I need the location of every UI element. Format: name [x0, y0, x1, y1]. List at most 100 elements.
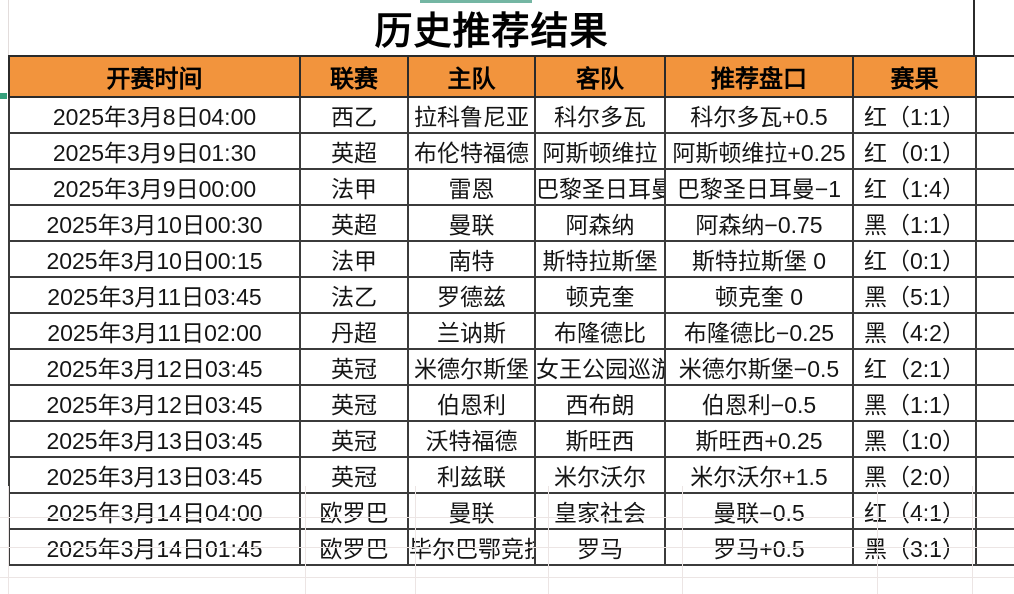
cell-league[interactable]: 欧罗巴	[299, 492, 409, 530]
cell-league[interactable]: 英超	[299, 204, 409, 242]
cell-league[interactable]: 法甲	[299, 168, 409, 206]
cell-handicap[interactable]: 斯特拉斯堡 0	[664, 240, 854, 278]
cell-home-team[interactable]: 米德尔斯堡	[407, 348, 536, 386]
table-row: 2025年3月14日04:00 欧罗巴 曼联 皇家社会 曼联−0.5 红（4:1）	[8, 492, 1014, 530]
cell-home-team[interactable]: 拉科鲁尼亚	[407, 96, 536, 134]
cell-away-team[interactable]: 米尔沃尔	[534, 456, 666, 494]
sheet-gridline	[682, 486, 683, 594]
cell-league[interactable]: 英超	[299, 132, 409, 170]
cell-result[interactable]: 黑（2:0）	[852, 456, 977, 494]
page-title: 历史推荐结果	[374, 11, 609, 53]
cell-league[interactable]: 英冠	[299, 384, 409, 422]
cell-kickoff-time[interactable]: 2025年3月10日00:15	[8, 240, 301, 278]
cell-kickoff-time[interactable]: 2025年3月9日00:00	[8, 168, 301, 206]
cell-kickoff-time[interactable]: 2025年3月13日03:45	[8, 420, 301, 458]
cell-kickoff-time[interactable]: 2025年3月10日00:30	[8, 204, 301, 242]
cell-kickoff-time[interactable]: 2025年3月14日04:00	[8, 492, 301, 530]
cell-home-team[interactable]: 沃特福德	[407, 420, 536, 458]
cell-handicap[interactable]: 顿克奎 0	[664, 276, 854, 314]
cell-handicap[interactable]: 阿森纳−0.75	[664, 204, 854, 242]
cell-result[interactable]: 黑（5:1）	[852, 276, 977, 314]
sheet-gridline	[415, 486, 416, 594]
sheet-gridline	[877, 486, 878, 594]
cell-league[interactable]: 英冠	[299, 420, 409, 458]
cell-away-team[interactable]: 巴黎圣日耳曼	[534, 168, 666, 206]
cell-league[interactable]: 法乙	[299, 276, 409, 314]
table-row: 2025年3月13日03:45 英冠 利兹联 米尔沃尔 米尔沃尔+1.5 黑（2:0）	[8, 456, 1014, 494]
cell-result[interactable]: 红（1:4）	[852, 168, 977, 206]
cell-home-team[interactable]: 布伦特福德	[407, 132, 536, 170]
cell-league[interactable]: 西乙	[299, 96, 409, 134]
cell-kickoff-time[interactable]: 2025年3月9日01:30	[8, 132, 301, 170]
title-cell[interactable]: 历史推荐结果	[8, 0, 975, 55]
cell-result[interactable]: 红（2:1）	[852, 348, 977, 386]
sheet-gridline	[305, 486, 306, 594]
spacer-cell	[975, 456, 1014, 494]
sheet-gridline	[0, 517, 1014, 518]
cell-home-team[interactable]: 南特	[407, 240, 536, 278]
table-row: 2025年3月10日00:30 英超 曼联 阿森纳 阿森纳−0.75 黑（1:1）	[8, 204, 1014, 242]
column-header[interactable]: 客队	[534, 55, 666, 98]
cell-kickoff-time[interactable]: 2025年3月8日04:00	[8, 96, 301, 134]
spacer-cell	[975, 420, 1014, 458]
cell-league[interactable]: 英冠	[299, 348, 409, 386]
cell-home-team[interactable]: 兰讷斯	[407, 312, 536, 350]
cell-home-team[interactable]: 雷恩	[407, 168, 536, 206]
cell-result[interactable]: 红（0:1）	[852, 132, 977, 170]
cell-league[interactable]: 英冠	[299, 456, 409, 494]
cell-handicap[interactable]: 米尔沃尔+1.5	[664, 456, 854, 494]
cell-away-team[interactable]: 阿斯顿维拉	[534, 132, 666, 170]
cell-result[interactable]: 红（4:1）	[852, 492, 977, 530]
cell-result[interactable]: 红（0:1）	[852, 240, 977, 278]
cell-kickoff-time[interactable]: 2025年3月12日03:45	[8, 384, 301, 422]
table-row: 2025年3月11日02:00 丹超 兰讷斯 布隆德比 布隆德比−0.25 黑（4:2）	[8, 312, 1014, 350]
cell-result[interactable]: 黑（1:1）	[852, 204, 977, 242]
cell-home-team[interactable]: 伯恩利	[407, 384, 536, 422]
cell-away-team[interactable]: 阿森纳	[534, 204, 666, 242]
cell-kickoff-time[interactable]: 2025年3月13日03:45	[8, 456, 301, 494]
table-row: 2025年3月11日03:45 法乙 罗德兹 顿克奎 顿克奎 0 黑（5:1）	[8, 276, 1014, 314]
cell-handicap[interactable]: 曼联−0.5	[664, 492, 854, 530]
spacer-cell	[975, 492, 1014, 530]
cell-home-team[interactable]: 利兹联	[407, 456, 536, 494]
spacer-cell	[975, 312, 1014, 350]
cell-kickoff-time[interactable]: 2025年3月11日02:00	[8, 312, 301, 350]
cell-result[interactable]: 红（1:1）	[852, 96, 977, 134]
table-row: 2025年3月12日03:45英冠米德尔斯堡女王公园巡游者米德尔斯堡−0.5红（…	[8, 348, 1014, 386]
cell-handicap[interactable]: 阿斯顿维拉+0.25	[664, 132, 854, 170]
cell-result[interactable]: 黑（1:0）	[852, 420, 977, 458]
cell-result[interactable]: 黑（4:2）	[852, 312, 977, 350]
cell-handicap[interactable]: 米德尔斯堡−0.5	[664, 348, 854, 386]
cell-league[interactable]: 法甲	[299, 240, 409, 278]
cell-handicap[interactable]: 巴黎圣日耳曼−1	[664, 168, 854, 206]
cell-away-team[interactable]: 皇家社会	[534, 492, 666, 530]
cell-away-team[interactable]: 布隆德比	[534, 312, 666, 350]
column-header[interactable]: 主队	[407, 55, 536, 98]
cell-away-team[interactable]: 女王公园巡游者	[534, 348, 666, 386]
cell-away-team[interactable]: 斯特拉斯堡	[534, 240, 666, 278]
cell-home-team[interactable]: 曼联	[407, 204, 536, 242]
cell-result[interactable]: 黑（1:1）	[852, 384, 977, 422]
cell-handicap[interactable]: 斯旺西+0.25	[664, 420, 854, 458]
table-row: 2025年3月9日00:00 法甲 雷恩 巴黎圣日耳曼 巴黎圣日耳曼−1 红（1:4）	[8, 168, 1014, 206]
cell-home-team[interactable]: 曼联	[407, 492, 536, 530]
header-row: 开赛时间 联赛 主队 客队 推荐盘口 赛果	[8, 55, 1014, 98]
column-header[interactable]: 推荐盘口	[664, 55, 854, 98]
cell-handicap[interactable]: 科尔多瓦+0.5	[664, 96, 854, 134]
sheet-gridline	[8, 486, 9, 594]
spacer-cell	[975, 348, 1014, 386]
cell-handicap[interactable]: 布隆德比−0.25	[664, 312, 854, 350]
cell-kickoff-time[interactable]: 2025年3月12日03:45	[8, 348, 301, 386]
column-header[interactable]: 开赛时间	[8, 55, 301, 98]
cell-away-team[interactable]: 科尔多瓦	[534, 96, 666, 134]
cell-home-team[interactable]: 罗德兹	[407, 276, 536, 314]
column-header[interactable]: 赛果	[852, 55, 977, 98]
cell-handicap[interactable]: 伯恩利−0.5	[664, 384, 854, 422]
cell-away-team[interactable]: 斯旺西	[534, 420, 666, 458]
cell-league[interactable]: 丹超	[299, 312, 409, 350]
column-header[interactable]: 联赛	[299, 55, 409, 98]
table-row: 2025年3月8日04:00 西乙 拉科鲁尼亚 科尔多瓦 科尔多瓦+0.5 红（1:1）	[8, 96, 1014, 134]
cell-kickoff-time[interactable]: 2025年3月11日03:45	[8, 276, 301, 314]
cell-away-team[interactable]: 西布朗	[534, 384, 666, 422]
cell-away-team[interactable]: 顿克奎	[534, 276, 666, 314]
